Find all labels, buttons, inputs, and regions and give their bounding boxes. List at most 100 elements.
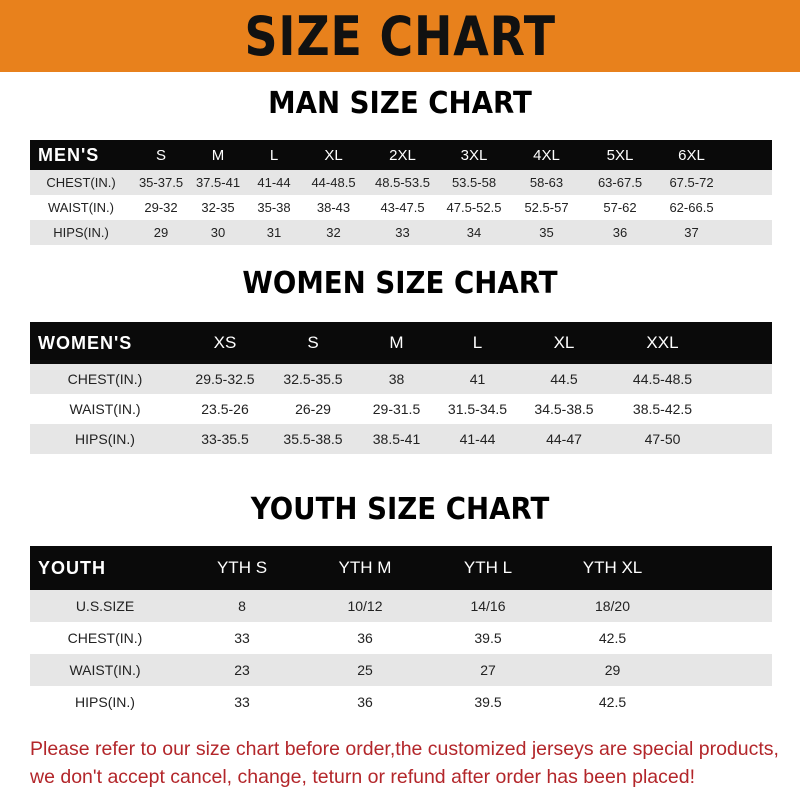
table-cell: 36 (612, 225, 628, 240)
table-cell: 41-44 (459, 431, 496, 447)
table-cell: 35-38 (257, 200, 291, 215)
table-cell: 34 (466, 225, 482, 240)
table-cell: 42.5 (598, 630, 627, 646)
table-cell: 57-62 (603, 200, 637, 215)
table-cell: 23 (234, 662, 250, 678)
table-cell: YTH XL (582, 558, 643, 577)
table-header-row: WOMEN'S XS S M L XL XXL (30, 322, 772, 364)
table-cell: 44.5-48.5 (632, 371, 693, 387)
table-cell: 47.5-52.5 (446, 200, 502, 215)
table-row: HIPS(IN.) 33 36 39.5 42.5 (30, 686, 772, 718)
table-cell: 43-47.5 (380, 200, 425, 215)
table-row: WAIST(IN.) 29-32 32-35 35-38 38-43 43-47.5 47.… (30, 195, 772, 220)
table-row: CHEST(IN.) 33 36 39.5 42.5 (30, 622, 772, 654)
men-section-title: MAN SIZE CHART (268, 86, 532, 121)
table-cell: 38 (388, 371, 405, 387)
table-cell: YTH L (463, 558, 513, 577)
table-cell: 8 (238, 598, 246, 614)
row-label: U.S.SIZE (75, 598, 135, 614)
table-cell: 39.5 (474, 630, 502, 646)
row-label: HIPS(IN.) (75, 431, 135, 447)
table-cell: 37 (684, 225, 699, 240)
table-row: CHEST(IN.) 35-37.5 37.5-41 41-44 44-48.5 48.5… (30, 170, 772, 195)
table-cell: 52.5-57 (524, 200, 569, 215)
page-title: SIZE CHART (244, 4, 556, 68)
table-cell: 32.5-35.5 (283, 371, 343, 387)
table-cell: 38.5-42.5 (632, 401, 693, 417)
table-cell: M (389, 333, 404, 352)
table-cell: 3XL (460, 146, 488, 164)
table-cell: 33 (395, 225, 410, 240)
table-cell: 31.5-34.5 (447, 401, 508, 417)
row-label: WAIST(IN.) (69, 662, 141, 678)
table-cell: 26-29 (295, 401, 331, 417)
table-cell: XXL (646, 333, 679, 352)
row-label: CHEST(IN.) (67, 371, 143, 387)
table-cell: YTH M (338, 558, 392, 577)
row-label: WAIST(IN.) (48, 200, 114, 215)
table-row: CHEST(IN.) 29.5-32.5 32.5-35.5 38 41 44.5 44.5… (30, 364, 772, 394)
table-cell: 37.5-41 (195, 175, 241, 190)
women-section-title: WOMEN SIZE CHART (242, 266, 558, 301)
table-cell: 33 (234, 694, 250, 710)
table-cell: S (307, 333, 319, 352)
table-cell: 29-31.5 (372, 401, 421, 417)
table-cell: 32-35 (201, 200, 235, 215)
table-cell: 33-35.5 (201, 431, 249, 447)
row-label: HIPS(IN.) (53, 225, 109, 240)
table-cell: 38.5-41 (372, 431, 421, 447)
youth-size-table: YOUTH YTH S YTH M YTH L YTH XL U.S.SIZE 8 10/12… (30, 546, 772, 718)
table-cell: S (155, 146, 166, 164)
table-cell: 27 (480, 662, 496, 678)
table-cell: 30 (210, 225, 226, 240)
table-cell: 5XL (606, 146, 634, 164)
table-cell: 29 (153, 225, 169, 240)
table-cell: 42.5 (598, 694, 627, 710)
table-row: U.S.SIZE 8 10/12 14/16 18/20 (30, 590, 772, 622)
table-cell: 14/16 (470, 598, 506, 614)
row-label: CHEST(IN.) (67, 630, 143, 646)
table-cell: 48.5-53.5 (375, 175, 430, 190)
table-cell: XL (324, 146, 343, 164)
table-cell: L (269, 146, 279, 164)
table-cell: 47-50 (644, 431, 681, 447)
table-cell: 44.5 (550, 371, 578, 387)
row-label: HIPS(IN.) (75, 694, 135, 710)
table-row: WAIST(IN.) 23 25 27 29 (30, 654, 772, 686)
table-cell: 67.5-72 (669, 175, 714, 190)
table-cell: 29-32 (144, 200, 178, 215)
row-label: WAIST(IN.) (69, 401, 141, 417)
notice-line-2: we don't accept cancel, change, teturn o… (30, 766, 695, 788)
table-cell: YTH S (216, 558, 268, 577)
youth-section-title: YOUTH SIZE CHART (250, 492, 550, 527)
table-cell: 58-63 (529, 175, 564, 190)
table-cell: 18/20 (594, 598, 631, 614)
table-cell: 23.5-26 (201, 401, 249, 417)
table-cell: 29.5-32.5 (195, 371, 255, 387)
table-cell: 10/12 (347, 598, 383, 614)
table-cell: 36 (357, 630, 373, 646)
notice-line-1: Please refer to our size chart before or… (30, 738, 779, 760)
table-cell: 41-44 (257, 175, 291, 190)
table-cell: 25 (357, 662, 373, 678)
row-label: MEN'S (38, 144, 100, 165)
table-cell: 6XL (678, 146, 705, 164)
table-cell: 35.5-38.5 (283, 431, 343, 447)
table-cell: M (211, 146, 225, 164)
table-row: WAIST(IN.) 23.5-26 26-29 29-31.5 31.5-34.5 34… (30, 394, 772, 424)
table-cell: 44-48.5 (311, 175, 356, 190)
men-size-table: MEN'S S M L XL 2XL 3XL 4XL 5XL 6XL CHEST(IN.) 35-37… (30, 140, 772, 245)
table-cell: 62-66.5 (669, 200, 714, 215)
order-notice: Please refer to our size chart before or… (30, 735, 800, 791)
table-cell: 29 (604, 662, 621, 678)
row-label: WOMEN'S (38, 332, 133, 353)
women-size-table: WOMEN'S XS S M L XL XXL CHEST(IN.) 29.5-32.5 32.5… (30, 322, 772, 454)
title-banner: SIZE CHART (0, 0, 800, 72)
table-row: HIPS(IN.) 29 30 31 32 33 34 35 36 37 (30, 220, 772, 245)
table-cell: 36 (357, 694, 373, 710)
table-cell: L (472, 333, 483, 352)
table-cell: 2XL (389, 146, 416, 164)
table-cell: 41 (469, 371, 486, 387)
table-cell: 38-43 (316, 200, 351, 215)
row-label: YOUTH (38, 557, 106, 578)
